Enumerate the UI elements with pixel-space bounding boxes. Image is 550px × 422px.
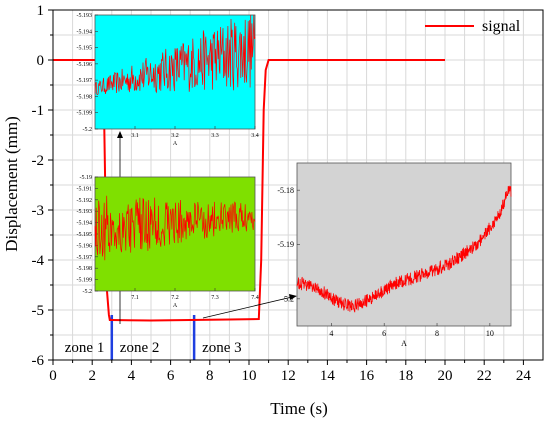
inset-middle-series-line [94, 195, 256, 261]
x-tick-label: 0 [49, 368, 57, 384]
inset-right-y-tick-label: -5.18 [277, 186, 294, 195]
inset-top-y-tick-label: -5.195 [77, 46, 93, 52]
zone-label: zone 3 [202, 340, 242, 356]
inset-top-x-tick-label: 3.3 [211, 133, 219, 139]
inset-middle-x-tick-label: 7.4 [251, 295, 259, 301]
inset-top-x-axis-label: A [173, 141, 178, 147]
inset-middle-y-tick-label: -5.191 [77, 186, 93, 192]
inset-middle-y-tick-label: -5.194 [77, 221, 93, 227]
inset-middle-y-tick-label: -5.197 [77, 255, 93, 261]
inset-right-x-tick-label: 10 [486, 329, 494, 338]
legend: signal [425, 18, 521, 35]
inset-right-y-tick-label: -5.2 [281, 295, 294, 304]
inset-top-y-tick-label: -5.196 [77, 62, 93, 68]
inset-top-series-line [94, 14, 256, 96]
inset-middle-y-tick-label: -5.196 [77, 243, 93, 249]
inset-top: -5.193 -5.194 -5.195 -5.196 -5.197 -5.198 -5.1… [77, 13, 259, 147]
inset-right-series-line [296, 185, 512, 313]
inset-middle-x-tick-label: 7.1 [131, 295, 139, 301]
main-plot-frame [52, 9, 544, 361]
inset-middle: -5.19 -5.191 -5.192 -5.193 -5.194 -5.195 -5.19… [77, 175, 259, 309]
main-zones: zone 1 zone 2 zone 3 [65, 315, 242, 360]
inset-right-y-tick-label: -5.19 [277, 240, 294, 249]
inset-middle-y-tick-label: -5.199 [77, 278, 93, 284]
inset-middle-x-tick-label: 7.2 [171, 295, 179, 301]
inset-top-x-tick-label: 3.4 [251, 133, 259, 139]
inset-top-y-tick-label: -5.198 [77, 94, 93, 100]
x-tick-label: 6 [167, 368, 175, 384]
arrow-head-right-inset [289, 294, 297, 300]
inset-right-x-tick-label: 6 [382, 329, 386, 338]
inset-right-background [296, 162, 512, 327]
y-axis-label: Displacement (mm) [2, 116, 21, 252]
x-tick-label: 2 [88, 368, 96, 384]
y-tick-label: -1 [32, 103, 45, 119]
inset-top-x-tick-label: 3.2 [171, 133, 179, 139]
y-tick-label: -4 [32, 253, 45, 269]
x-tick-label: 10 [242, 368, 257, 384]
x-tick-label: 12 [281, 368, 296, 384]
zone-label: zone 1 [65, 340, 105, 356]
inset-right-x-tick-label: 4 [329, 329, 333, 338]
x-tick-label: 22 [477, 368, 492, 384]
inset-top-y-tick-label: -5.194 [77, 29, 93, 35]
y-tick-label: -2 [32, 153, 45, 169]
inset-top-y-tick-label: -5.197 [77, 78, 93, 84]
x-tick-label: 16 [359, 368, 375, 384]
legend-label-signal: signal [482, 18, 521, 35]
inset-top-y-tick-label: -5.193 [77, 13, 93, 19]
inset-top-x-tick-label: 3.1 [131, 133, 139, 139]
x-tick-label: 20 [438, 368, 453, 384]
inset-middle-y-tick-label: -5.195 [77, 232, 93, 238]
inset-middle-y-tick-label: -5.19 [80, 175, 93, 181]
inset-right-x-axis-label: A [401, 339, 407, 348]
y-tick-label: 0 [37, 53, 45, 69]
inset-middle-x-tick-label: 7.3 [211, 295, 219, 301]
inset-middle-x-axis-label: A [173, 303, 178, 309]
inset-top-y-tick-label: -5.2 [83, 127, 93, 133]
zone-label: zone 2 [120, 340, 160, 356]
y-tick-label: -6 [32, 353, 45, 369]
inset-middle-y-tick-label: -5.192 [77, 198, 93, 204]
inset-middle-y-tick-label: -5.2 [83, 289, 93, 295]
x-tick-label: 18 [398, 368, 413, 384]
x-tick-label: 8 [206, 368, 214, 384]
x-tick-label: 4 [128, 368, 136, 384]
inset-top-y-tick-label: -5.199 [77, 111, 93, 117]
y-tick-label: -3 [32, 203, 45, 219]
arrow-to-right-inset [202, 296, 293, 319]
inset-right: -5.18 -5.19 -5.2 4 6 8 10 A [277, 162, 512, 348]
x-tick-label: 14 [320, 368, 336, 384]
y-tick-label: 1 [37, 3, 45, 19]
arrow-head-top-inset [117, 131, 123, 138]
inset-middle-y-tick-label: -5.198 [77, 266, 93, 272]
x-axis-label: Time (s) [270, 399, 327, 418]
y-tick-label: -5 [32, 303, 45, 319]
x-tick-label: 24 [516, 368, 532, 384]
inset-middle-background [94, 176, 256, 292]
inset-right-x-tick-label: 8 [435, 329, 439, 338]
inset-middle-y-tick-label: -5.193 [77, 209, 93, 215]
